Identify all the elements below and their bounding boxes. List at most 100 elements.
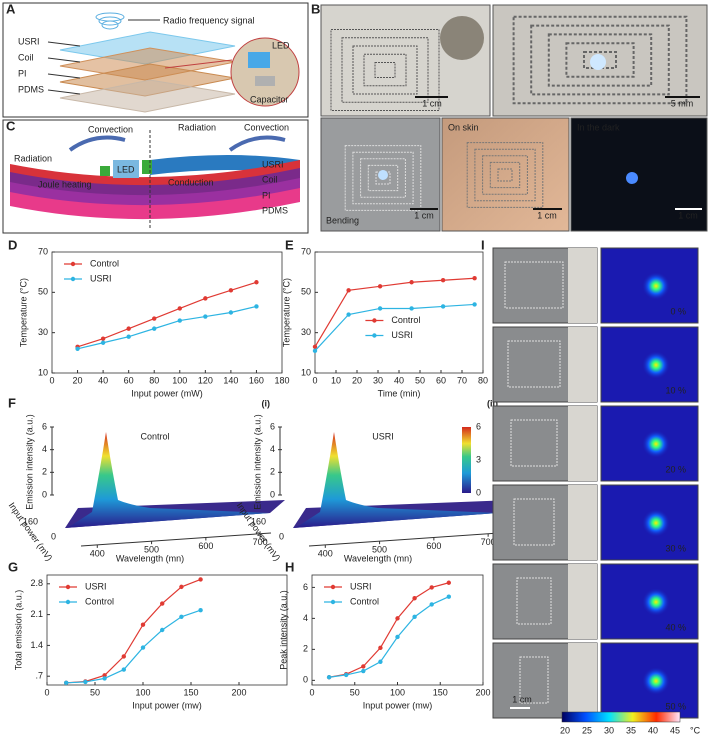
x-tick-label: 120 [198, 375, 213, 385]
point [378, 659, 383, 664]
x-tick-label: 50 [90, 687, 100, 697]
line [329, 596, 450, 678]
legend-label: Control [391, 315, 420, 325]
x-axis-label: Input power (mw) [132, 700, 202, 710]
pointer [47, 89, 81, 95]
point [152, 326, 157, 331]
x-axis-label: Input power (mW) [131, 388, 203, 398]
plot-title: Control [140, 431, 169, 441]
point [446, 594, 451, 599]
point [140, 622, 146, 627]
label: Coil [18, 52, 34, 62]
y-tick-label: 160 [251, 516, 266, 526]
point [160, 627, 165, 633]
arrow [68, 135, 126, 152]
label: USRI [262, 159, 284, 169]
x-axis-label: Input power (mw) [363, 700, 433, 710]
point [344, 672, 349, 678]
point [179, 584, 184, 590]
line [328, 582, 449, 678]
clamp [568, 564, 597, 639]
point [412, 596, 417, 601]
label: Radiation [178, 122, 216, 132]
device [513, 498, 555, 546]
coin [440, 16, 484, 60]
coil [547, 33, 653, 87]
chip [100, 166, 110, 176]
label: LED [272, 40, 290, 50]
panel-letter: H [285, 559, 294, 574]
z-axis-label: Emission intensity (a.u.) [24, 414, 34, 510]
legend-label: USRI [90, 273, 112, 283]
y-tick-label: 10 [301, 367, 311, 377]
x-tick-label: 70 [457, 375, 467, 385]
x-tick-label: 600 [426, 541, 441, 551]
point [378, 645, 383, 651]
x-tick-label: 600 [198, 541, 213, 551]
coil [489, 161, 521, 189]
x-tick-label: 10 [331, 375, 341, 385]
legend-label: USRI [85, 581, 107, 591]
legend-label: Control [85, 596, 114, 606]
pointer [47, 73, 81, 79]
x-tick-label: 500 [144, 545, 159, 555]
point [312, 344, 318, 349]
legend-marker [70, 261, 76, 267]
y-tick-label: 2.8 [30, 578, 43, 588]
point [121, 654, 127, 659]
point [63, 680, 69, 685]
strain-label: 50 % [665, 701, 686, 711]
point [377, 306, 383, 311]
panel-letter: E [285, 237, 294, 252]
label: Conduction [168, 177, 214, 187]
coil [363, 53, 407, 87]
y-tick-label: 30 [38, 327, 48, 337]
coil [367, 164, 399, 192]
colorbar-tick-label: 30 [604, 725, 614, 735]
strain-label: 20 % [665, 464, 686, 474]
thermal [600, 405, 699, 482]
legend-marker [65, 599, 71, 605]
point [326, 675, 332, 680]
chip [142, 160, 152, 174]
label: Radio frequency signal [163, 15, 255, 25]
point [377, 284, 383, 289]
point [126, 326, 131, 331]
coil [530, 24, 670, 96]
z-tick-label: 2 [42, 467, 47, 477]
x-axis [308, 532, 500, 547]
point [440, 304, 446, 309]
device [519, 656, 549, 704]
subpanel-tag: (i) [262, 398, 271, 408]
point [121, 667, 127, 672]
x-tick-label: 160 [249, 375, 264, 385]
x-tick-label: 400 [318, 548, 333, 558]
x-tick-label: 140 [223, 375, 238, 385]
device [516, 577, 552, 625]
scale-label: 1 cm [678, 210, 698, 220]
pointer [164, 59, 233, 69]
colorbar-tick-label: 3 [476, 454, 481, 464]
x-tick-label: 40 [98, 375, 108, 385]
x-tick-label: 100 [172, 375, 187, 385]
colorbar-unit: °C [690, 725, 701, 735]
strain-label: 0 % [670, 306, 686, 316]
x-tick-label: 0 [312, 375, 317, 385]
point [100, 336, 106, 341]
x-tick-label: 700 [253, 537, 268, 547]
x-tick-label: 0 [49, 375, 54, 385]
point [102, 676, 107, 681]
coil [374, 62, 396, 78]
panel-letter: I [481, 237, 485, 252]
x-tick-label: 180 [274, 375, 289, 385]
hotspot [642, 430, 670, 458]
x-tick-label: 400 [90, 548, 105, 558]
line [77, 281, 257, 348]
x-tick-label: 50 [415, 375, 425, 385]
point [126, 334, 131, 339]
x-tick-label: 100 [390, 687, 405, 697]
label: Convection [244, 122, 289, 132]
point [440, 278, 446, 283]
point [203, 314, 208, 319]
point [254, 304, 259, 309]
